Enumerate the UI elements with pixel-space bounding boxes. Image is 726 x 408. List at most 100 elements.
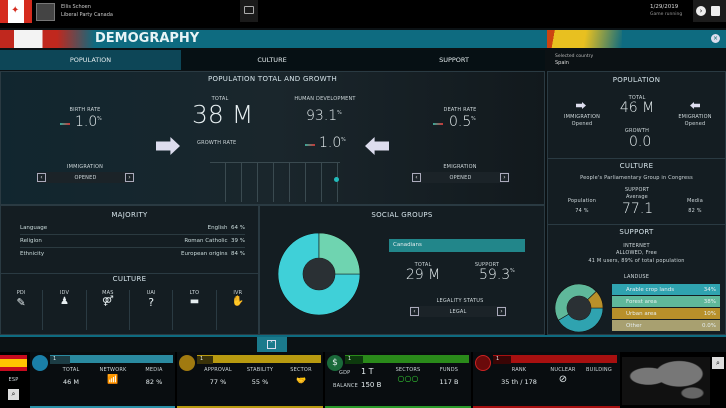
game-date: 1/29/2019: [650, 4, 679, 10]
internet-status: ALLOWED, Free: [615, 250, 658, 256]
prev-arrow-icon[interactable]: ‹: [37, 173, 46, 182]
page-title: DEMOGRAPHY: [95, 31, 200, 46]
demo-total-value: 46 M: [63, 378, 79, 386]
landuse-row[interactable]: Urban area 10%: [612, 308, 720, 319]
hdi-label: HUMAN DEVELOPMENT: [294, 96, 356, 102]
landuse-title: LANDUSE: [623, 274, 650, 280]
funds-value: 117 B: [439, 378, 459, 386]
next-arrow-icon[interactable]: ›: [125, 173, 134, 182]
chat-button[interactable]: [240, 0, 258, 22]
side-media-pct: 82 %: [688, 208, 702, 214]
side-culture-title: CULTURE: [547, 158, 726, 170]
canada-flag-banner: [0, 30, 95, 48]
prohibited-icon: ⊘: [558, 374, 568, 385]
economy-tile[interactable]: $ 1 GDP 1 T BALANCE 150 B SECTORS ○○○ FU…: [325, 352, 471, 408]
emigration-selector[interactable]: ‹ OPENED ›: [412, 172, 509, 183]
donut-hole: [303, 258, 335, 290]
side-population-label: Population: [567, 198, 597, 204]
next-arrow-icon[interactable]: ›: [500, 173, 509, 182]
immigration-label: IMMIGRATION: [66, 164, 104, 170]
collapse-toggle-button[interactable]: ˄: [257, 337, 287, 352]
culture-dim-mas[interactable]: MAS ⚤: [87, 290, 130, 330]
military-tile[interactable]: 1 RANK 35 th / 178 NUCLEAR ⊘ BUILDING: [473, 352, 620, 408]
side-growth-value: 0.0: [629, 134, 652, 150]
pct-sign: %: [510, 268, 515, 274]
side-immigration-label: IMMIGRATION: [563, 114, 601, 120]
landuse-pct: 38%: [703, 298, 716, 305]
social-group-name[interactable]: Canadians: [389, 239, 525, 252]
spain-flag-icon[interactable]: [0, 355, 27, 371]
arrow-left-icon: [365, 137, 389, 155]
birth-rate-value: 1.0: [75, 114, 98, 130]
side-support-title: SUPPORT: [547, 224, 726, 236]
landuse-row[interactable]: Forest area 38%: [612, 296, 720, 307]
play-button[interactable]: ›: [696, 6, 706, 16]
pct-sign: %: [341, 137, 346, 143]
landuse-label: Other: [626, 322, 642, 329]
culture-dim-uai[interactable]: UAI?: [130, 290, 174, 330]
majority-title: MAJORITY: [111, 211, 148, 219]
balance-value: 150 B: [361, 381, 382, 389]
hdi-value: 93.1: [306, 108, 338, 124]
landuse-donut-chart[interactable]: [555, 284, 603, 332]
politics-tile[interactable]: 1 APPROVAL 77 % STABILITY 55 % SECTOR 🤝: [177, 352, 323, 408]
arrow-left-icon: [690, 102, 700, 109]
close-panel-button[interactable]: ×: [711, 34, 720, 43]
trend-icon: [305, 144, 315, 146]
side-support-label: SUPPORT: [624, 187, 650, 193]
group-total-value: 29 M: [405, 267, 441, 283]
landuse-pct: 34%: [703, 286, 716, 293]
landuse-row[interactable]: Arable crop lands 34%: [612, 284, 720, 295]
group-total-label: TOTAL: [414, 262, 432, 268]
landuse-row[interactable]: Other 0.0%: [612, 320, 720, 331]
landuse-label: Urban area: [626, 310, 657, 317]
trend-icon: [433, 123, 443, 125]
sector-label: SECTOR: [290, 367, 312, 373]
culture-dim-idv[interactable]: IDV ♟: [43, 290, 87, 330]
side-total-value: 46 M: [619, 100, 655, 116]
search-country-button[interactable]: ⌕: [8, 389, 19, 400]
leader-avatar[interactable]: [36, 3, 55, 21]
emigration-label: EMIGRATION: [443, 164, 477, 170]
demo-network-label: NETWORK: [99, 367, 127, 373]
side-immigration-value: Opened: [571, 121, 593, 127]
arrow-right-icon: [576, 102, 586, 109]
tab-culture[interactable]: CULTURE: [181, 50, 363, 70]
pct-sign: %: [337, 110, 342, 116]
prev-arrow-icon[interactable]: ‹: [410, 307, 419, 316]
sectors-label: SECTORS: [395, 367, 421, 373]
majority-row-religion: Religion Roman Catholic 39 %: [20, 235, 245, 248]
gdp-label: GDP: [339, 370, 351, 376]
dollar-icon: $: [327, 355, 343, 371]
gdp-value: 1 T: [361, 367, 374, 376]
game-status: Game running: [650, 12, 683, 17]
legality-label: LEGALITY STATUS: [436, 298, 484, 304]
landuse-label: Forest area: [626, 298, 657, 305]
donut-hole: [567, 296, 591, 320]
world-minimap[interactable]: [622, 357, 710, 405]
next-arrow-icon[interactable]: ›: [497, 307, 506, 316]
legality-selector[interactable]: ‹ LEGAL ›: [410, 306, 506, 317]
majority-row-ethnicity: Ethnicity European origins 84 %: [20, 251, 245, 257]
culture-dim-ivr[interactable]: IVR ✋: [231, 290, 245, 307]
tab-support[interactable]: SUPPORT: [363, 50, 545, 70]
demography-tile[interactable]: 1 TOTAL 46 M NETWORK 📶 MEDIA 82 %: [30, 352, 175, 408]
social-groups-title: SOCIAL GROUPS: [371, 211, 433, 219]
social-groups-donut-chart[interactable]: [278, 233, 360, 315]
government-icon: [179, 355, 195, 371]
menu-button[interactable]: [711, 6, 720, 16]
map-search-button[interactable]: ⌕: [712, 357, 724, 369]
prev-arrow-icon[interactable]: ‹: [412, 173, 421, 182]
arrow-right-icon: [156, 137, 180, 155]
balance-label: BALANCE: [333, 383, 358, 389]
immigration-selector[interactable]: ‹ OPENED ›: [37, 172, 134, 183]
sector-rings-icon: ○○○: [397, 374, 419, 383]
pct-sign: %: [97, 116, 102, 122]
building-label: BUILDING: [586, 367, 612, 373]
culture-dim-pdi[interactable]: PDI ✎: [0, 290, 44, 330]
immigration-value: OPENED: [74, 174, 97, 181]
tab-population[interactable]: POPULATION: [0, 50, 181, 70]
side-media-label: Media: [686, 198, 704, 204]
approval-value: 77 %: [209, 378, 227, 386]
culture-dim-lto[interactable]: LTO ▬: [173, 290, 217, 330]
